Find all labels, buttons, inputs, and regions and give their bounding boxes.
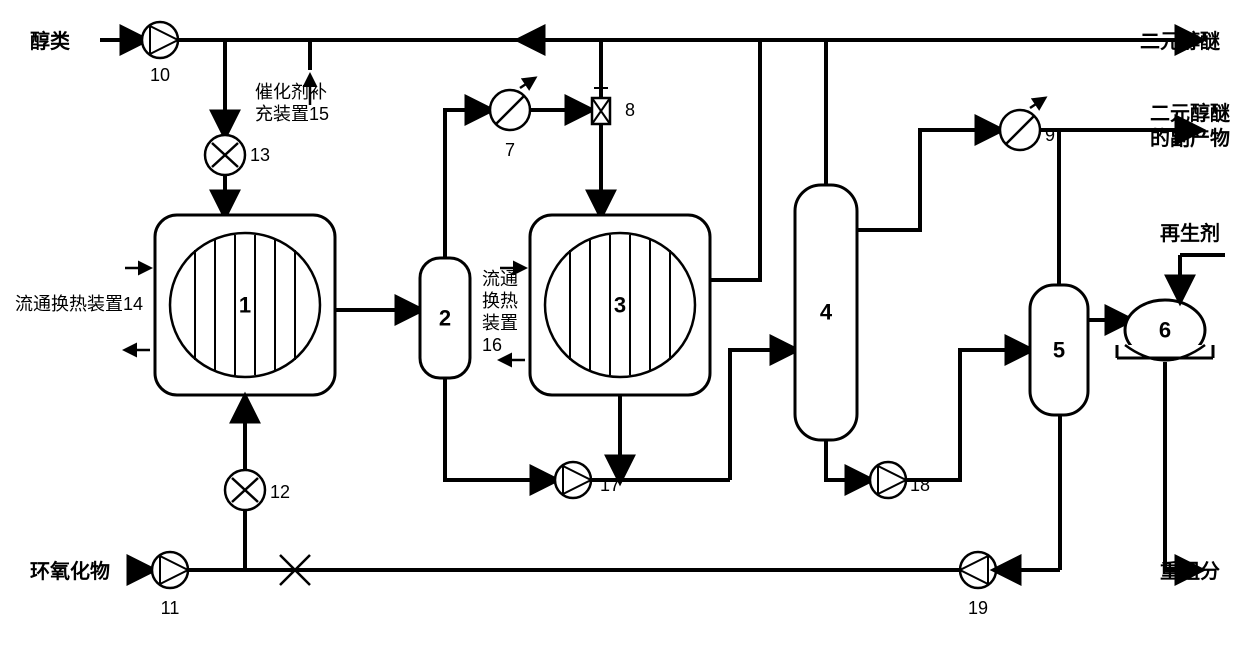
heatex16-l4: 16 (482, 335, 502, 355)
label-10: 10 (150, 65, 170, 85)
output-byproduct-l1: 二元醇醚 (1150, 101, 1230, 125)
label-19: 19 (968, 598, 988, 618)
label-6: 6 (1159, 318, 1171, 343)
heatex14-label: 流通换热装置14 (15, 294, 143, 314)
label-2: 2 (439, 306, 451, 331)
label-4: 4 (820, 300, 833, 325)
label-11: 11 (161, 598, 180, 618)
label-7: 7 (505, 140, 515, 160)
label-8: 8 (625, 100, 635, 120)
label-18: 18 (910, 475, 930, 495)
input-alcohol-label: 醇类 (30, 29, 70, 53)
label-13: 13 (250, 145, 270, 165)
output-byproduct-l2: 的副产物 (1150, 126, 1230, 150)
label-1: 1 (239, 293, 251, 318)
pump-11 (152, 552, 188, 588)
catalyst-l2: 充装置15 (255, 104, 329, 124)
label-9: 9 (1045, 125, 1055, 145)
label-3: 3 (614, 293, 626, 318)
label-17: 17 (600, 475, 620, 495)
heatex16-l3: 装置 (482, 313, 518, 333)
output-heavy-label: 重组分 (1160, 559, 1220, 583)
pump-19 (960, 552, 996, 588)
label-12: 12 (270, 482, 290, 502)
pump-10 (142, 22, 178, 58)
heatex16-l1: 流通 (482, 269, 518, 289)
output-glycol-label: 二元醇醚 (1140, 29, 1220, 53)
catalyst-l1: 催化剂补 (255, 82, 327, 102)
process-diagram: 1 2 (0, 0, 1240, 656)
pump-18 (870, 462, 906, 498)
label-5: 5 (1053, 338, 1065, 363)
input-regen-label: 再生剂 (1160, 221, 1220, 245)
pump-17 (555, 462, 591, 498)
input-epoxide-label: 环氧化物 (30, 559, 110, 583)
heatex16-l2: 换热 (482, 291, 518, 311)
